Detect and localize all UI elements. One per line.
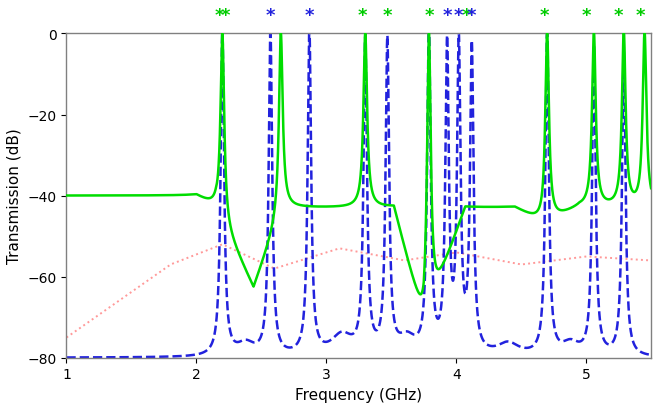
Text: *: *	[462, 7, 471, 25]
Text: *: *	[305, 7, 314, 25]
Text: *: *	[454, 7, 463, 25]
Text: *: *	[382, 7, 392, 25]
Y-axis label: Transmission (dB): Transmission (dB)	[7, 128, 22, 264]
X-axis label: Frequency (GHz): Frequency (GHz)	[295, 387, 422, 402]
Text: *: *	[358, 7, 367, 25]
Text: *: *	[636, 7, 645, 25]
Text: *: *	[540, 7, 549, 25]
Text: *: *	[582, 7, 591, 25]
Text: *: *	[442, 7, 452, 25]
Text: *: *	[215, 7, 224, 25]
Text: *: *	[424, 7, 434, 25]
Text: *: *	[614, 7, 623, 25]
Text: *: *	[266, 7, 275, 25]
Text: *: *	[220, 7, 230, 25]
Text: *: *	[467, 7, 476, 25]
